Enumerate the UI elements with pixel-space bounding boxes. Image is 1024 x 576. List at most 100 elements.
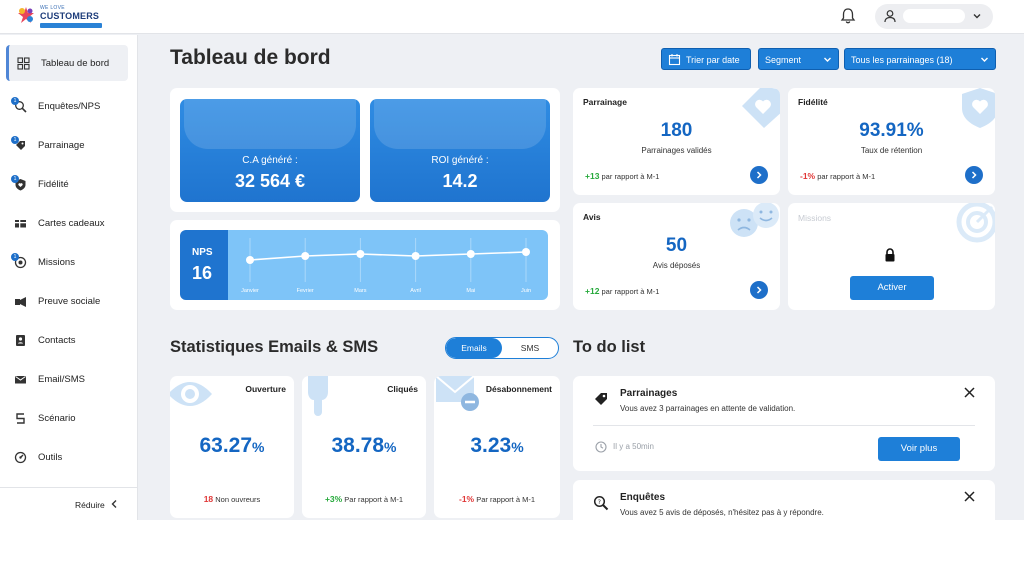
sidebar-item-label: Missions [38, 257, 75, 268]
sidebar-item-label: Fidélité [38, 179, 69, 190]
todo-title: Enquêtes [620, 492, 666, 503]
sidebar-item-contacts[interactable]: Contacts [6, 322, 128, 358]
shield-heart-icon [962, 88, 995, 128]
tag-heart-icon [742, 88, 780, 128]
referral-details-button[interactable] [750, 166, 768, 184]
clock-icon [595, 441, 607, 453]
loyalty-trend: -1% par rapport à M-1 [800, 171, 875, 181]
collapse-label: Réduire [75, 500, 105, 510]
mail-minus-icon [435, 376, 479, 411]
loyalty-trend-value: -1% [800, 171, 816, 181]
dashboard-icon [17, 57, 30, 70]
referrals-filter-select[interactable]: Tous les parrainages (18) [844, 48, 996, 70]
gift-card-icon [15, 220, 26, 228]
activate-missions-button[interactable]: Activer [850, 276, 934, 300]
reviews-card-title: Avis [583, 212, 601, 222]
nps-month-label: Mars [354, 288, 366, 294]
sidebar-item-tools[interactable]: Outils [6, 439, 128, 475]
reviews-card: Avis 50 Avis déposés +12 par rapport à M… [573, 203, 780, 310]
nps-chart: Janvier Fevrier Mars Avril Mai Juin [228, 230, 548, 300]
missions-card-title: Missions [798, 213, 832, 223]
toggle-emails[interactable]: Emails [446, 338, 502, 358]
nps-month-label: Avril [410, 288, 421, 294]
referral-trend: +13 par rapport à M-1 [585, 171, 659, 181]
brand-tagline-strip [40, 23, 102, 28]
brand-logo[interactable]: WE LOVE CUSTOMERS [16, 3, 106, 31]
sidebar-item-gift-cards[interactable]: Cartes cadeaux [6, 205, 128, 241]
survey-search-icon: ? [593, 495, 609, 511]
unsubscribe-trend: -1% [459, 494, 475, 504]
click-rate-trend-text: Par rapport à M-1 [344, 495, 404, 504]
referral-trend-text: par rapport à M-1 [601, 172, 660, 181]
toggle-sms[interactable]: SMS [520, 343, 540, 353]
sidebar-item-social-proof[interactable]: Preuve sociale [6, 283, 128, 319]
sort-by-date-label: Trier par date [686, 55, 740, 65]
loyalty-card-title: Fidélité [798, 97, 828, 107]
chevron-left-icon [111, 500, 117, 508]
sidebar-item-label: Scénario [38, 413, 76, 424]
reviews-details-button[interactable] [750, 281, 768, 299]
see-more-button[interactable]: Voir plus [878, 437, 960, 461]
sidebar-item-email-sms[interactable]: Email/SMS [6, 361, 128, 397]
open-rate-card: Ouverture 63.27% 18 Non ouvreurs [170, 376, 294, 518]
faces-icon [730, 203, 779, 237]
click-rate-title: Cliqués [387, 384, 418, 394]
emails-sms-toggle: Emails SMS [445, 337, 559, 359]
target-icon [956, 203, 995, 243]
brand-name: CUSTOMERS [40, 11, 100, 21]
brand-top: WE LOVE [40, 5, 65, 11]
loyalty-badge: 1 [11, 175, 19, 183]
missions-badge: 1 [11, 253, 19, 261]
todo-title: Parrainages [620, 388, 678, 399]
loyalty-icon [15, 179, 26, 191]
nps-series-line [249, 251, 527, 261]
nps-month-label: Juin [521, 288, 531, 294]
sidebar-item-label: Email/SMS [38, 374, 85, 385]
segment-select[interactable]: Segment [758, 48, 839, 70]
reviews-trend-text: par rapport à M-1 [601, 287, 660, 296]
todo-description: Vous avez 3 parrainages en attente de va… [620, 404, 796, 413]
non-openers-count: 18 [203, 494, 214, 504]
sidebar-item-missions[interactable]: 1 Missions [6, 244, 128, 280]
notification-bell-icon[interactable] [838, 6, 858, 26]
nps-point [522, 248, 530, 256]
reviews-value: 50 [665, 235, 688, 256]
sidebar-item-referral[interactable]: 1 Parrainage [6, 127, 128, 163]
revenue-card: C.A généré : 32 564 € [180, 99, 360, 202]
chevron-down-icon [973, 14, 981, 19]
close-icon[interactable] [964, 387, 975, 398]
sidebar-item-label: Preuve sociale [38, 296, 101, 307]
revenue-value: 32 564 € [234, 171, 306, 191]
sidebar-item-dashboard[interactable]: Tableau de bord [6, 45, 128, 81]
survey-badge: 1 [11, 97, 19, 105]
chevron-right-icon [756, 286, 762, 294]
referrals-filter-label: Tous les parrainages (18) [851, 55, 953, 65]
click-rate-value: 38.78% [302, 434, 426, 458]
sort-by-date-button[interactable]: Trier par date [661, 48, 751, 70]
sidebar-item-surveys[interactable]: 1 Enquêtes/NPS [6, 88, 128, 124]
click-rate-number: 38.78 [331, 434, 385, 457]
sidebar-item-loyalty[interactable]: 1 Fidélité [6, 166, 128, 202]
user-menu[interactable] [875, 4, 993, 29]
click-rate-trend: +3% [324, 494, 343, 504]
todo-item-surveys: ? Enquêtes Vous avez 5 avis de déposés, … [573, 480, 995, 520]
open-rate-value: 63.27% [170, 434, 294, 458]
loyalty-details-button[interactable] [965, 166, 983, 184]
eye-icon [170, 382, 212, 406]
non-openers-label: Non ouvreurs [215, 495, 261, 504]
collapse-sidebar-button[interactable]: Réduire [0, 487, 137, 517]
reviews-sub: Avis déposés [652, 261, 701, 270]
loyalty-card: Fidélité 93.91% Taux de rétention -1% pa… [788, 88, 995, 195]
unsubscribe-trend-text: Par rapport à M-1 [476, 495, 535, 504]
scenario-icon [16, 413, 25, 424]
nps-point [411, 252, 420, 260]
svg-text:?: ? [598, 499, 601, 506]
referral-icon [16, 141, 25, 150]
sidebar-item-label: Outils [38, 452, 63, 463]
close-icon[interactable] [964, 491, 975, 502]
app: WE LOVE CUSTOMERS Tableau de bord 1 [0, 0, 1024, 520]
pointer-hand-icon [308, 376, 328, 416]
stats-section-title: Statistiques Emails & SMS [170, 338, 379, 356]
sidebar-item-scenario[interactable]: Scénario [6, 400, 128, 436]
unsubscribe-title: Désabonnement [485, 384, 552, 394]
